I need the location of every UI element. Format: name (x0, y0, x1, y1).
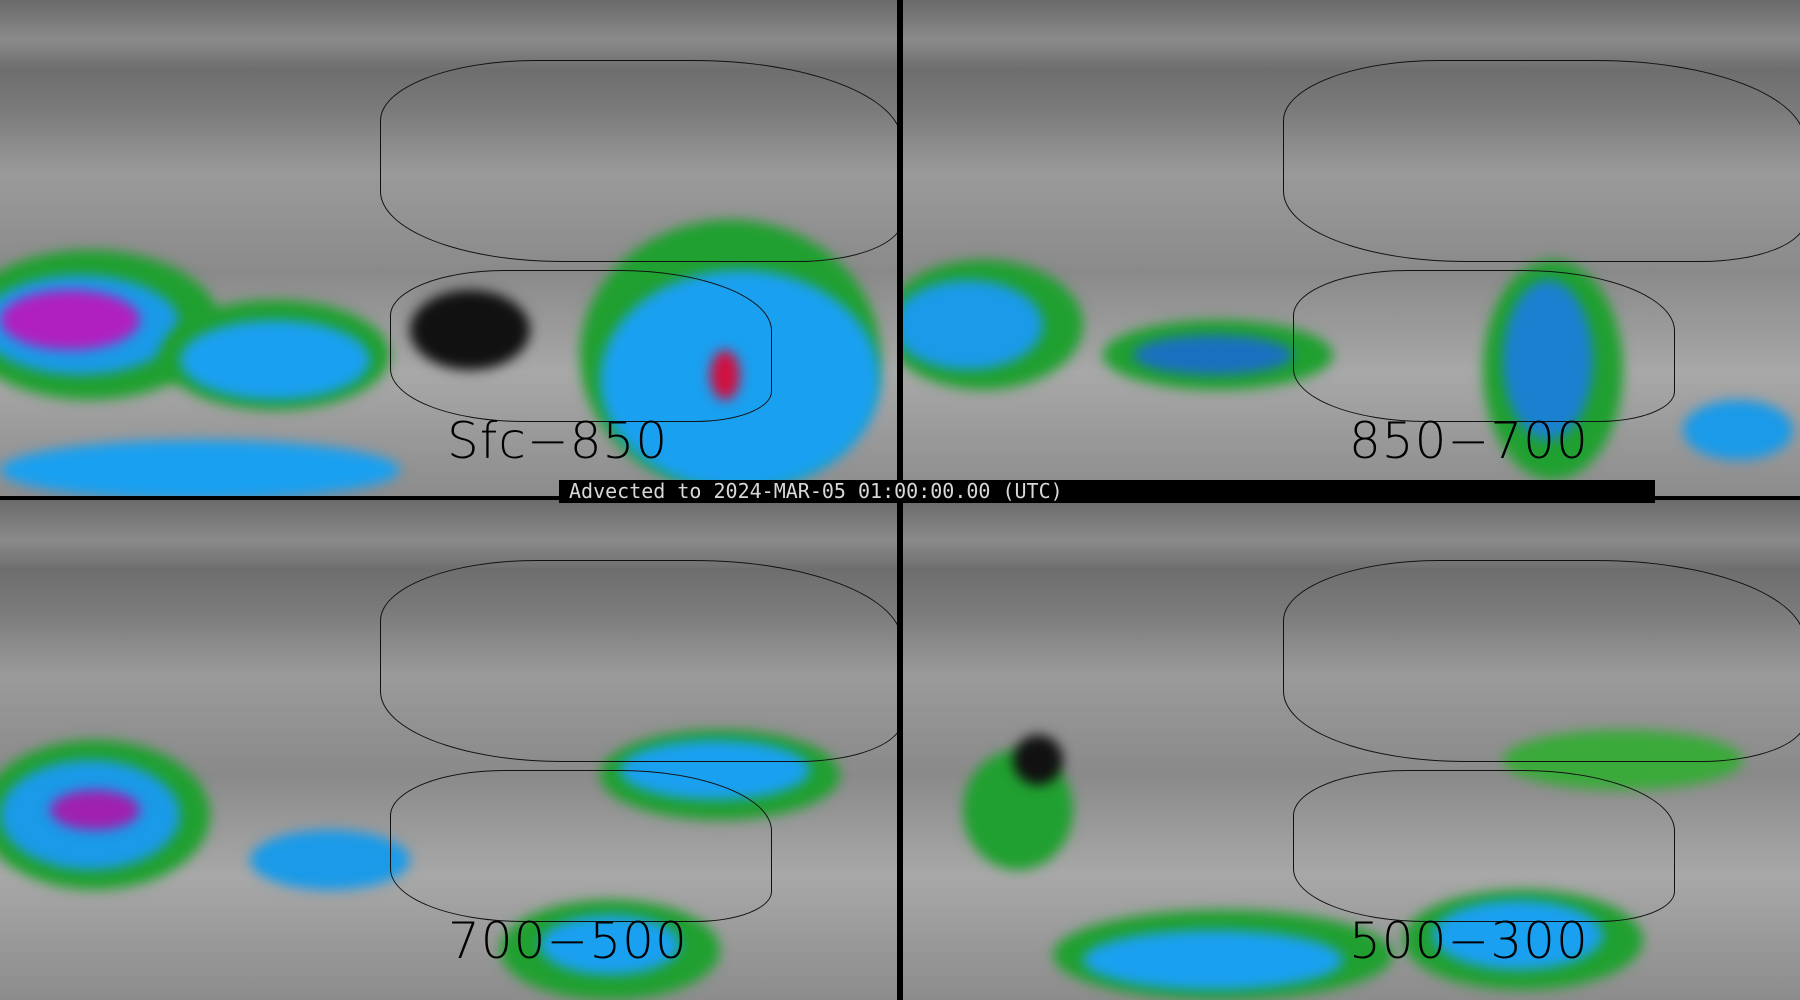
panel-label: 500−300 (1349, 912, 1589, 970)
panel-label: Sfc−850 (447, 412, 669, 470)
panel-sfc-850: Sfc−850 (0, 0, 897, 496)
panel-label: 850−700 (1349, 412, 1589, 470)
panel-850-700: 850−700 (903, 0, 1800, 496)
panel-500-300: 500−300 (903, 500, 1800, 1000)
panel-label: 700−500 (448, 912, 688, 970)
panel-700-500: 700−500 (0, 500, 897, 1000)
timestamp-banner: Advected to 2024-MAR-05 01:00:00.00 (UTC… (559, 480, 1655, 503)
